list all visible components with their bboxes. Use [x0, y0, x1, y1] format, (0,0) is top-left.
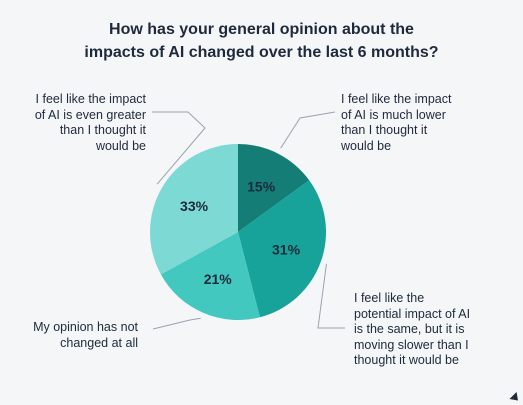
pie-slice-same-but-slower — [238, 180, 326, 318]
pie-label-much-lower: 15% — [247, 179, 276, 195]
callout-same-but-slower: I feel like the potential impact of AI i… — [354, 291, 471, 367]
callout-not-changed: My opinion has not changed at all — [33, 320, 138, 350]
pie-label-not-changed: 21% — [204, 271, 233, 287]
leader-line-much-lower — [280, 111, 336, 149]
pie-label-same-but-slower: 31% — [272, 241, 301, 257]
callout-even-greater: I feel like the impact of AI is even gre… — [34, 92, 146, 153]
pie-slice-even-greater — [150, 144, 238, 275]
pie-slice-not-changed — [160, 232, 260, 320]
pie-slice-much-lower — [238, 144, 310, 232]
chart-title-line-1: How has your general opinion about the — [109, 21, 414, 38]
callout-much-lower: I feel like the impact of AI is much low… — [341, 92, 452, 153]
chart-title: How has your general opinion about the i… — [0, 18, 523, 64]
leader-line-not-changed — [152, 317, 201, 330]
chart-title-line-2: impacts of AI changed over the last 6 mo… — [84, 44, 439, 61]
leader-line-even-greater — [152, 111, 206, 185]
pie-label-even-greater: 33% — [180, 198, 209, 214]
leader-line-same-but-slower — [317, 263, 345, 329]
